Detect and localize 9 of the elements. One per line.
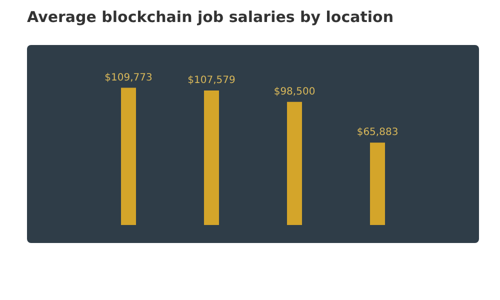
- bar: [204, 90, 219, 225]
- data-label: $98,500: [274, 86, 316, 98]
- bar: [287, 102, 302, 225]
- bar: [121, 88, 136, 225]
- bar: [370, 142, 385, 225]
- chart-title: Average blockchain job salaries by location: [27, 8, 394, 26]
- data-label: $109,773: [104, 72, 152, 84]
- data-label: $65,883: [356, 127, 398, 138]
- data-label: $107,579: [188, 75, 236, 86]
